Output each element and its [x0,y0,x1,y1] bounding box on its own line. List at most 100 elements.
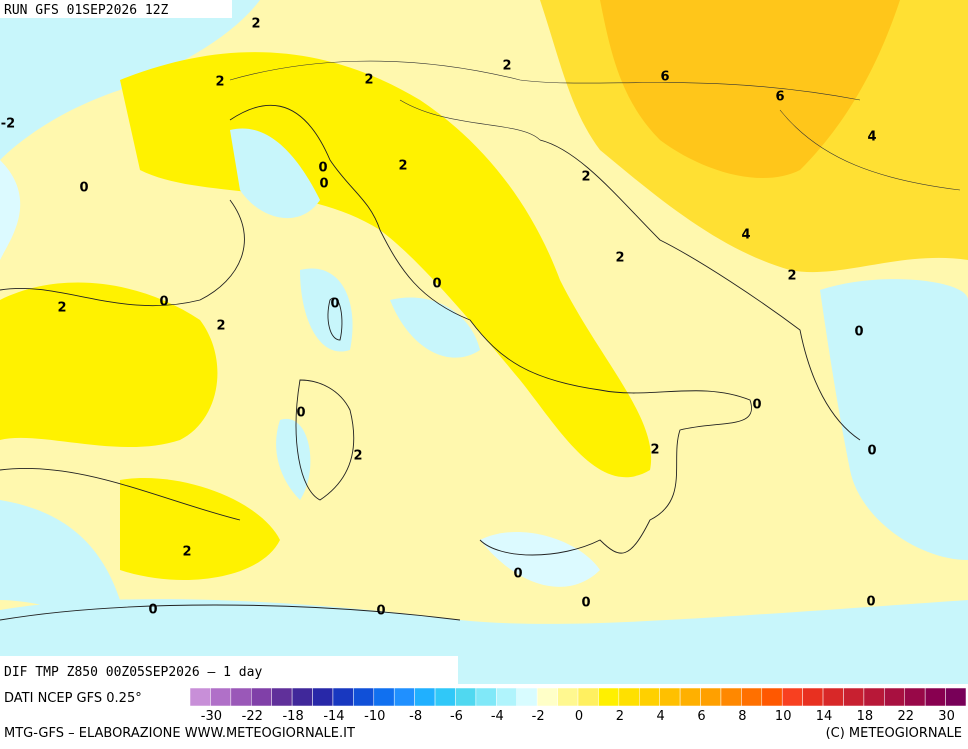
contour-label: -2 [1,117,15,132]
colorbar-swatch [332,687,354,707]
colorbar-swatch [822,687,844,707]
colorbar-swatch [945,687,967,707]
contour-label: 6 [660,70,669,85]
contour-label: 4 [867,130,876,145]
contour-label: 2 [182,545,191,560]
contour-label: 0 [432,277,441,292]
colorbar-swatch [373,687,395,707]
colorbar-swatch [618,687,640,707]
colorbar-swatch [884,687,905,707]
colorbar-swatch [781,687,803,707]
colorbar-swatch [924,687,946,707]
contour-label: 0 [513,567,522,582]
run-label: RUN GFS 01SEP2026 12Z [4,3,169,18]
contour-label: 2 [581,170,590,185]
colorbar-label: 30 [938,709,955,724]
colorbar-label: 8 [738,709,746,724]
borders [229,60,961,191]
colorbar-swatch [271,687,293,707]
colorbar-label: -6 [450,709,463,724]
colorbar-swatch [863,687,885,707]
contour-label: 2 [216,319,225,334]
colorbar-swatch [557,687,579,707]
contour-label: 0 [854,325,863,340]
copyright: (C) METEOGIORNALE [826,726,962,741]
colorbar-swatch [741,687,763,707]
credits: MTG-GFS – ELABORAZIONE WWW.METEOGIORNALE… [4,726,355,741]
colorbar-swatch [210,687,232,707]
colorbar: -30 -22 -18 -14 -10 -8 -6 -4 -2 0 2 4 6 8 10 14 18 22 30 [189,687,967,724]
colorbar-swatch [455,687,477,707]
contour-label: 2 [364,73,373,88]
contour-label: 2 [398,159,407,174]
colorbar-label: 10 [775,709,792,724]
contour-label: 0 [79,181,88,196]
run-box [0,0,232,18]
contour-labels: 2 2 2 2 6 6 4 -2 0 0 0 2 2 4 2 2 0 0 2 2… [1,17,877,619]
contour-label: 0 [752,398,761,413]
colorbar-swatch [843,687,865,707]
contour-label: 2 [251,17,260,32]
colorbar-label: -22 [242,709,263,724]
colorbar-swatch [761,687,783,707]
map-title: DIF TMP Z850 00Z05SEP2026 – 1 day [4,665,262,680]
colorbar-swatch [639,687,660,707]
colorbar-label: -8 [409,709,422,724]
colorbar-label: 22 [897,709,914,724]
contour-label: 0 [330,297,339,312]
colorbar-swatch [720,687,742,707]
contour-label: 2 [215,75,224,90]
contour-label: 0 [867,444,876,459]
colorbar-swatch [536,687,558,707]
contour-label: 0 [866,595,875,610]
colorbar-swatch [230,687,252,707]
colorbar-swatch [251,687,272,707]
colorbar-swatch [577,687,599,707]
contour-label: 0 [319,177,328,192]
colorbar-swatch [904,687,926,707]
colorbar-swatch [393,687,415,707]
colorbar-label: 14 [816,709,833,724]
colorbar-label: -4 [491,709,504,724]
colorbar-label: -10 [364,709,385,724]
colorbar-swatch [434,687,456,707]
colorbar-label: -30 [201,709,222,724]
title-box [0,656,458,684]
colorbar-swatch [802,687,824,707]
contour-label: 6 [775,90,784,105]
colorbar-label: -14 [323,709,344,724]
contour-label: 2 [787,269,796,284]
colorbar-swatch [353,687,375,707]
colorbar-swatch [475,687,497,707]
source-label: DATI NCEP GFS 0.25° [4,691,142,706]
contour-label: 2 [650,443,659,458]
contour-label: 2 [57,301,66,316]
colorbar-swatch [414,687,436,707]
colorbar-label: 4 [657,709,665,724]
contour-label: 0 [296,406,305,421]
contour-label: 2 [615,251,624,266]
contour-label: 0 [581,596,590,611]
colorbar-swatch [598,687,620,707]
colorbar-label: 0 [575,709,583,724]
colorbar-swatch [189,687,211,707]
contour-label: 0 [318,161,327,176]
contour-label: 0 [148,603,157,618]
contour-label: 2 [502,59,511,74]
colorbar-swatch [700,687,722,707]
contour-label: 2 [353,449,362,464]
colorbar-label: -2 [532,709,545,724]
contour-label: 0 [376,604,385,619]
colorbar-swatch [679,687,701,707]
colorbar-swatch [659,687,681,707]
coastlines [0,104,861,621]
colorbar-label: 6 [697,709,705,724]
contour-label: 4 [741,228,750,243]
colorbar-label: 2 [616,709,624,724]
colorbar-swatch [496,687,517,707]
colorbar-swatch [312,687,334,707]
colorbar-label: 18 [857,709,874,724]
colorbar-swatch [291,687,313,707]
